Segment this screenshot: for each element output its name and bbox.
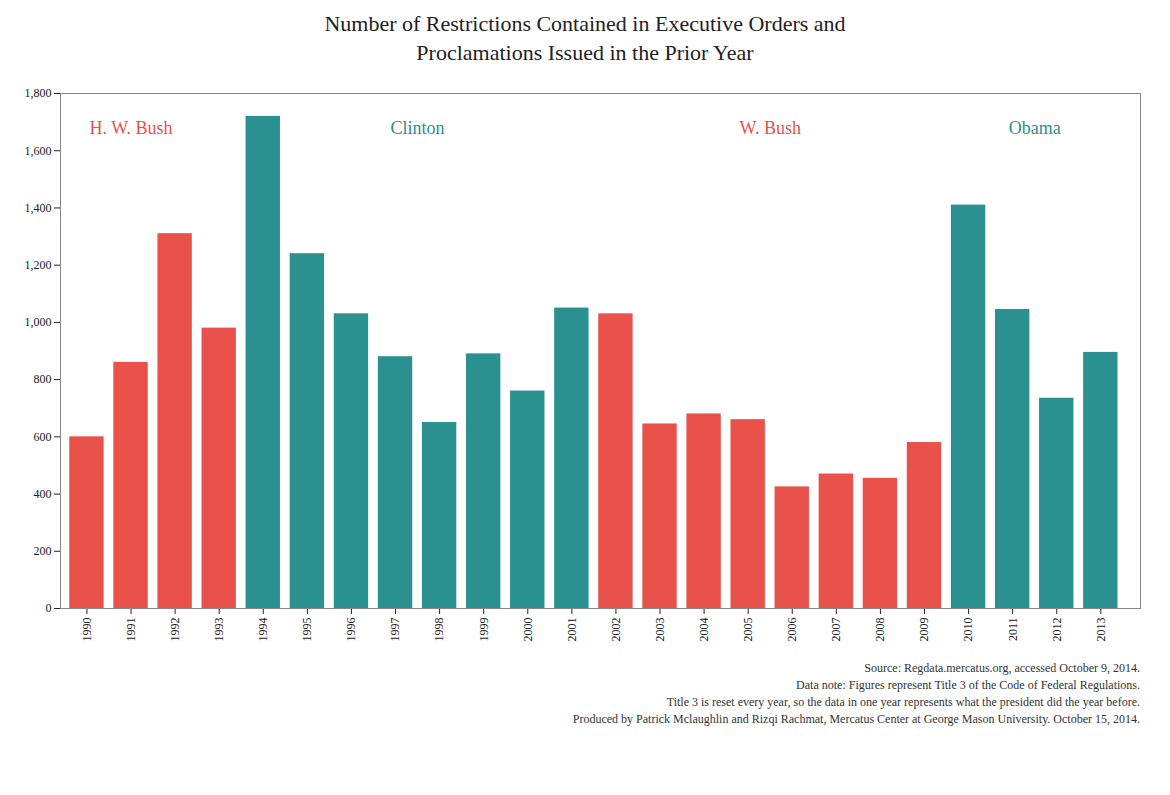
svg-text:2000: 2000 — [521, 618, 535, 642]
svg-text:H. W. Bush: H. W. Bush — [90, 118, 173, 138]
svg-text:1995: 1995 — [300, 618, 314, 642]
svg-text:1,600: 1,600 — [25, 144, 52, 158]
html-text:Title 3 is reset every year, s: Title 3 is reset every year, so the data… — [666, 694, 1140, 709]
svg-text:0: 0 — [46, 602, 52, 616]
svg-text:1,200: 1,200 — [25, 258, 52, 272]
html-text:Data note: Figures represent T: Data note: Figures represent Title 3 of … — [796, 678, 1140, 692]
svg-text:Obama: Obama — [1009, 118, 1061, 138]
html-text:Source: Regdata.mercatus.org,: Source: Regdata.mercatus.org, accessed O… — [864, 661, 1140, 676]
svg-text:1997: 1997 — [388, 618, 402, 642]
svg-text:1998: 1998 — [432, 618, 446, 642]
svg-text:1996: 1996 — [344, 618, 358, 642]
svg-text:W. Bush: W. Bush — [740, 118, 801, 138]
svg-text:2002: 2002 — [609, 618, 623, 642]
svg-text:2004: 2004 — [697, 618, 711, 642]
svg-text:2011: 2011 — [1006, 618, 1020, 642]
svg-text:2007: 2007 — [829, 618, 843, 642]
svg-text:2001: 2001 — [565, 618, 579, 642]
svg-text:200: 200 — [34, 544, 52, 558]
svg-text:1993: 1993 — [212, 618, 226, 642]
svg-text:2012: 2012 — [1050, 618, 1064, 642]
svg-text:1999: 1999 — [477, 618, 491, 642]
svg-text:600: 600 — [34, 430, 52, 444]
svg-text:1,400: 1,400 — [25, 201, 52, 215]
svg-text:2005: 2005 — [741, 618, 755, 642]
svg-text:2006: 2006 — [785, 618, 799, 642]
svg-text:2009: 2009 — [917, 618, 931, 642]
svg-text:1992: 1992 — [168, 618, 182, 642]
svg-text:1990: 1990 — [80, 618, 94, 642]
svg-text:400: 400 — [34, 487, 52, 501]
svg-text:2010: 2010 — [961, 618, 975, 642]
html-text:Produced by Patrick Mclaughlin: Produced by Patrick Mclaughlin and Rizqi… — [572, 711, 1140, 726]
svg-text:2013: 2013 — [1094, 618, 1108, 642]
svg-text:2003: 2003 — [653, 618, 667, 642]
html-text:Number of Restrictions Contain: Number of Restrictions Contained in Exec… — [324, 11, 846, 65]
svg-text:800: 800 — [34, 373, 52, 387]
svg-text:2008: 2008 — [873, 618, 887, 642]
svg-text:1991: 1991 — [124, 618, 138, 642]
svg-text:1,800: 1,800 — [25, 87, 52, 101]
svg-text:1994: 1994 — [256, 618, 270, 642]
svg-text:Clinton: Clinton — [391, 118, 445, 138]
svg-text:1,000: 1,000 — [25, 315, 52, 329]
